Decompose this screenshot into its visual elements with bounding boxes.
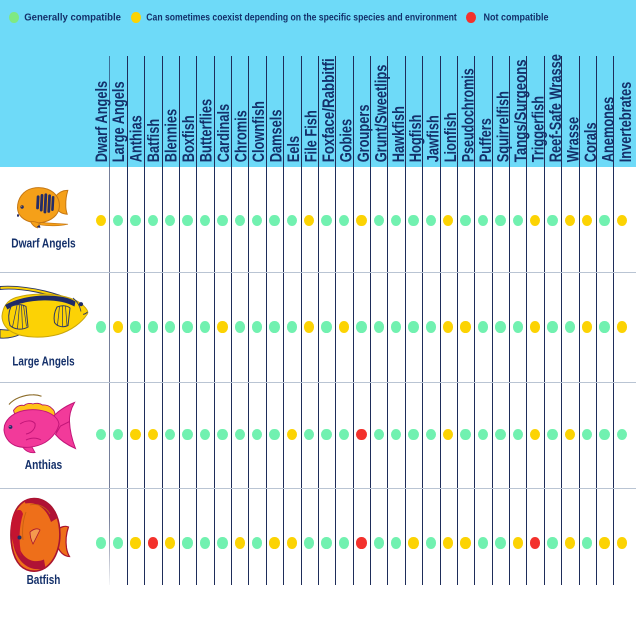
svg-text:Puffers: Puffers: [476, 118, 495, 162]
svg-text:Dwarf Angels: Dwarf Angels: [11, 235, 75, 250]
svg-text:Batfish: Batfish: [144, 119, 163, 163]
svg-text:Groupers: Groupers: [354, 105, 373, 163]
svg-text:Clownfish: Clownfish: [249, 101, 268, 162]
svg-text:File Fish: File Fish: [301, 110, 320, 162]
svg-text:Anthias: Anthias: [25, 457, 62, 472]
svg-text:Hawkfish: Hawkfish: [389, 106, 408, 162]
svg-text:Anemones: Anemones: [598, 97, 617, 163]
svg-text:Damsels: Damsels: [266, 110, 285, 163]
svg-text:Batfish: Batfish: [27, 572, 61, 587]
svg-text:Blennies: Blennies: [162, 109, 181, 163]
svg-text:Tangs/Surgeons: Tangs/Surgeons: [511, 59, 530, 162]
svg-text:Butterflies: Butterflies: [197, 99, 216, 163]
svg-text:Reef-Safe Wrasse: Reef-Safe Wrasse: [546, 54, 565, 162]
svg-text:Generally compatible: Generally compatible: [24, 12, 121, 24]
svg-text:Gobies: Gobies: [336, 119, 355, 163]
svg-text:Large Angels: Large Angels: [109, 81, 128, 162]
svg-text:Cardinals: Cardinals: [214, 104, 233, 163]
svg-text:Invertebrates: Invertebrates: [616, 82, 635, 163]
svg-text:Jawfish: Jawfish: [424, 115, 443, 162]
svg-text:Pseudochromis: Pseudochromis: [459, 68, 478, 162]
svg-text:Eels: Eels: [284, 136, 303, 162]
svg-text:Boxfish: Boxfish: [179, 115, 198, 162]
svg-text:Squirrelfish: Squirrelfish: [494, 91, 513, 162]
svg-text:Triggerfish: Triggerfish: [529, 96, 548, 162]
svg-text:Dwarf Angels: Dwarf Angels: [92, 81, 111, 163]
svg-text:Large Angels: Large Angels: [12, 353, 74, 368]
svg-text:Corals: Corals: [581, 122, 600, 162]
svg-text:Can sometimes coexist dependin: Can sometimes coexist depending on the s…: [146, 12, 457, 24]
svg-text:Chromis: Chromis: [232, 110, 251, 162]
svg-text:Lionfish: Lionfish: [441, 112, 460, 162]
svg-text:Grunt/Sweetlips: Grunt/Sweetlips: [371, 65, 390, 163]
svg-text:Wrasse: Wrasse: [563, 117, 582, 163]
svg-text:Foxface/Rabbitfi: Foxface/Rabbitfi: [319, 58, 338, 162]
svg-text:Hogfish: Hogfish: [406, 115, 425, 163]
svg-text:Not compatible: Not compatible: [484, 12, 549, 24]
svg-text:Anthias: Anthias: [127, 115, 146, 162]
